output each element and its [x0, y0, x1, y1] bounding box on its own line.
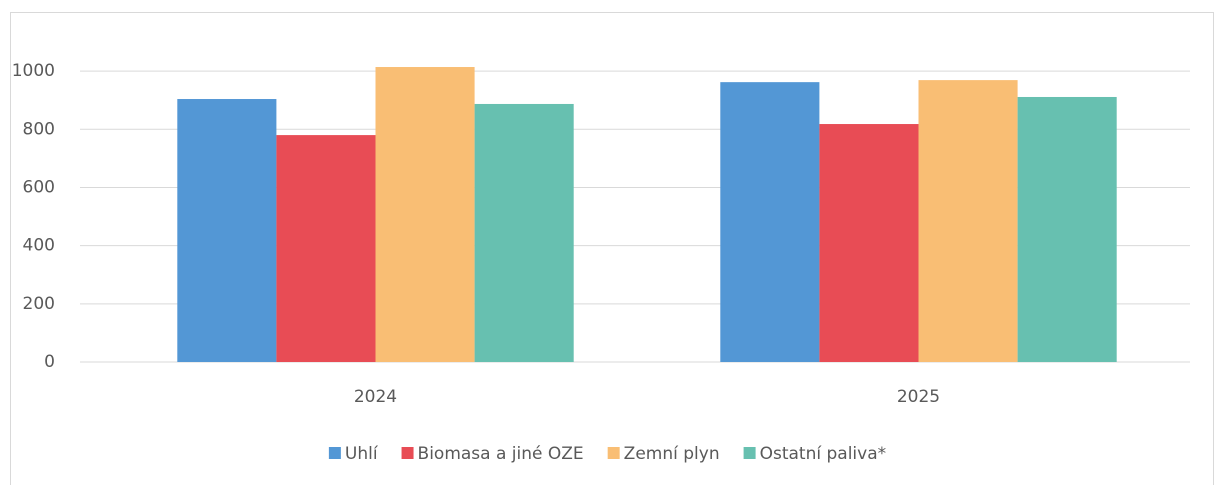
bar	[720, 82, 820, 363]
y-tick-label: 1000	[12, 61, 55, 81]
legend-label: Biomasa a jiné OZE	[418, 444, 584, 464]
x-tick-label: 2025	[897, 387, 940, 407]
legend-swatch	[328, 447, 341, 459]
legend-item: Ostatní paliva*	[743, 444, 887, 464]
bar	[276, 135, 376, 362]
bar	[177, 99, 277, 362]
legend-swatch	[743, 447, 756, 459]
y-tick-label: 0	[44, 352, 55, 372]
bar	[1017, 96, 1117, 363]
legend-label: Zemní plyn	[624, 444, 720, 464]
legend-swatch	[401, 447, 414, 459]
bar	[375, 67, 475, 362]
legend-item: Biomasa a jiné OZE	[401, 444, 584, 464]
bar	[918, 80, 1018, 362]
legend-swatch	[607, 447, 620, 459]
legend-item: Zemní plyn	[607, 444, 720, 464]
y-tick-label: 800	[23, 119, 55, 139]
bar	[819, 124, 919, 362]
y-tick-label: 400	[23, 236, 55, 256]
y-tick-label: 200	[23, 294, 55, 314]
legend-item: Uhlí	[328, 444, 379, 464]
legend-label: Uhlí	[345, 444, 379, 464]
legend-label: Ostatní paliva*	[760, 444, 887, 464]
x-tick-label: 2024	[354, 387, 397, 407]
y-tick-label: 600	[23, 177, 55, 197]
bar	[474, 103, 574, 363]
